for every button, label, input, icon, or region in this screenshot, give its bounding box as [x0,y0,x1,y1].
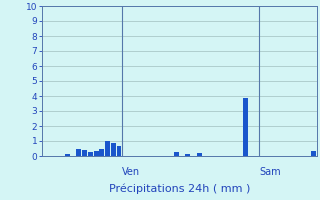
Bar [76,148,81,156]
Bar [311,151,316,156]
Text: Sam: Sam [260,167,281,177]
Bar [197,153,202,156]
Bar [116,146,121,156]
Bar [243,98,248,156]
Bar [88,152,93,156]
Bar [94,151,99,156]
Bar [111,143,116,156]
Bar [174,152,179,156]
Text: Précipitations 24h ( mm ): Précipitations 24h ( mm ) [108,183,250,194]
Text: Ven: Ven [122,167,140,177]
Bar [185,154,190,156]
Bar [65,154,70,156]
Bar [100,149,104,156]
Bar [82,150,87,156]
Bar [105,141,110,156]
